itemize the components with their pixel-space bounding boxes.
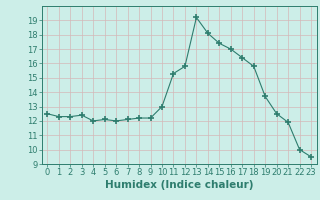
X-axis label: Humidex (Indice chaleur): Humidex (Indice chaleur): [105, 180, 253, 190]
